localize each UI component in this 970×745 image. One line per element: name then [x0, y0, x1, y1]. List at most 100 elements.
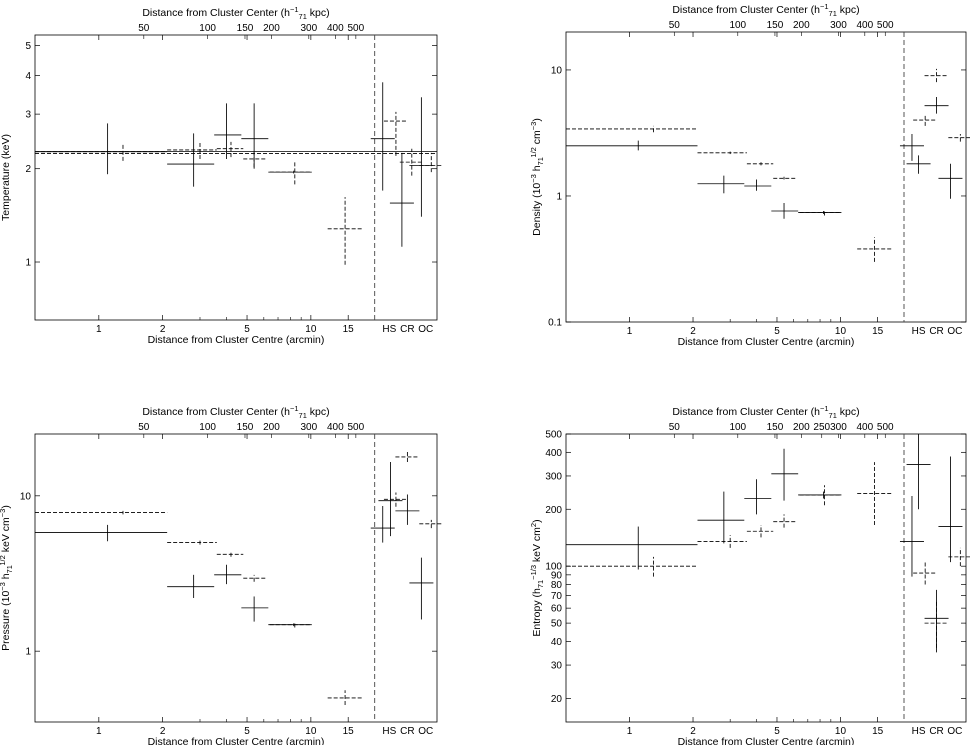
x-tick-label: 1: [627, 726, 633, 737]
y-tick-label: 2: [25, 164, 31, 175]
y-tick-label: 10: [551, 65, 563, 76]
top-tick-label: 200: [263, 422, 280, 433]
data-point-solid: [771, 202, 799, 219]
category-point-hs: [370, 82, 395, 191]
category-point-cr: [395, 450, 420, 463]
data-point-dashed: [746, 162, 774, 166]
data-point-dashed: [746, 525, 774, 538]
y-tick-label: 5: [25, 41, 31, 52]
top-tick-label: 500: [877, 20, 894, 31]
y-tick-label: 1: [556, 191, 562, 202]
y-axis-label: Temperature (keV): [0, 134, 12, 221]
data-point-solid: [214, 564, 242, 585]
data-point-dashed: [167, 143, 217, 159]
top-tick-label: 300: [300, 422, 317, 433]
data-point-solid: [697, 175, 745, 194]
top-tick-label: 150: [237, 23, 254, 34]
plot-frame: [34, 433, 438, 723]
top-tick-label: 50: [669, 20, 681, 31]
category-point-hs: [383, 492, 408, 507]
y-axis-label: Density (10−3 h711/2 cm−3): [529, 118, 545, 236]
x-tick-label: 1: [96, 726, 102, 737]
x-tick-label: 5: [774, 326, 780, 337]
category-point-hs: [906, 155, 931, 174]
top-tick-label: 50: [138, 23, 150, 34]
data-point-dashed: [566, 125, 698, 133]
y-tick-label: 100: [545, 562, 562, 573]
top-tick-label: 50: [138, 422, 150, 433]
data-point-solid: [744, 179, 772, 191]
x-tick-label: 2: [690, 726, 696, 737]
data-point-solid: [771, 448, 799, 501]
category-tick-label: CR: [400, 726, 414, 737]
data-point-solid: [35, 123, 168, 175]
x-tick-label: 5: [244, 726, 250, 737]
category-tick-label: CR: [929, 326, 943, 337]
x-tick-label: 2: [160, 726, 166, 737]
data-point-dashed: [773, 176, 797, 180]
category-tick-label: CR: [929, 726, 943, 737]
data-point-solid: [566, 140, 698, 151]
category-tick-label: OC: [947, 326, 962, 337]
x-axis-label: Distance from Cluster Centre (arcmin): [678, 336, 855, 348]
top-axis-label: Distance from Cluster Center (h−171 kpc): [142, 404, 329, 420]
data-point-dashed: [327, 197, 363, 265]
y-tick-label: 4: [25, 71, 31, 82]
top-tick-label: 150: [767, 20, 784, 31]
top-tick-label: 50: [669, 422, 681, 433]
category-point-cr: [395, 494, 420, 525]
top-tick-label: 300: [830, 20, 847, 31]
top-tick-label: 100: [729, 20, 746, 31]
data-point-dashed: [799, 485, 842, 506]
top-axis-label: Distance from Cluster Center (h−171 kpc): [672, 404, 859, 420]
category-point-hs: [906, 434, 931, 510]
category-tick-label: HS: [912, 326, 926, 337]
category-point-cr: [924, 68, 949, 83]
top-tick-label: 100: [729, 422, 746, 433]
y-tick-label: 500: [545, 430, 562, 441]
category-point-oc: [948, 547, 970, 567]
top-axis-label: Distance from Cluster Center (h−171 kpc): [142, 5, 329, 21]
x-axis-label: Distance from Cluster Centre (arcmin): [148, 736, 325, 745]
top-tick-label: 300: [830, 422, 847, 433]
x-tick-label: 10: [305, 324, 317, 335]
top-tick-label: 150: [237, 422, 254, 433]
x-tick-label: 2: [690, 326, 696, 337]
data-point-dashed: [269, 162, 312, 185]
category-point-oc: [409, 557, 434, 620]
category-point-cr: [924, 96, 949, 114]
data-point-dashed: [35, 144, 168, 161]
data-point-dashed: [327, 690, 363, 706]
data-point-solid: [214, 103, 242, 159]
y-tick-label: 3: [25, 110, 31, 121]
data-point-solid: [35, 524, 168, 542]
data-point-solid: [167, 133, 215, 187]
y-axis-label: Pressure (10−3 h711/2 keV cm−3): [0, 505, 14, 651]
category-tick-label: OC: [947, 726, 962, 737]
x-tick-label: 15: [872, 326, 884, 337]
category-point-cr: [924, 600, 949, 648]
data-point-dashed: [35, 510, 168, 515]
top-axis-label: Distance from Cluster Center (h−171 kpc): [672, 2, 859, 18]
data-point-solid: [566, 526, 698, 570]
x-tick-label: 1: [96, 324, 102, 335]
category-point-oc: [948, 134, 970, 142]
y-tick-label: 200: [545, 505, 562, 516]
y-tick-label: 1: [25, 647, 31, 658]
y-tick-label: 30: [551, 661, 563, 672]
category-point-hs: [383, 111, 408, 156]
x-tick-label: 10: [305, 726, 317, 737]
data-point-dashed: [773, 514, 797, 528]
category-point-hs: [913, 561, 938, 585]
x-axis-label: Distance from Cluster Centre (arcmin): [678, 736, 855, 745]
data-point-solid: [241, 596, 269, 622]
category-tick-label: OC: [418, 726, 433, 737]
top-tick-label: 400: [856, 422, 873, 433]
top-tick-label: 400: [327, 422, 344, 433]
plot-frame: [565, 433, 967, 723]
category-point-oc: [409, 97, 434, 217]
data-point-dashed: [697, 535, 747, 548]
x-tick-label: 10: [835, 726, 847, 737]
category-point-cr: [389, 152, 414, 247]
